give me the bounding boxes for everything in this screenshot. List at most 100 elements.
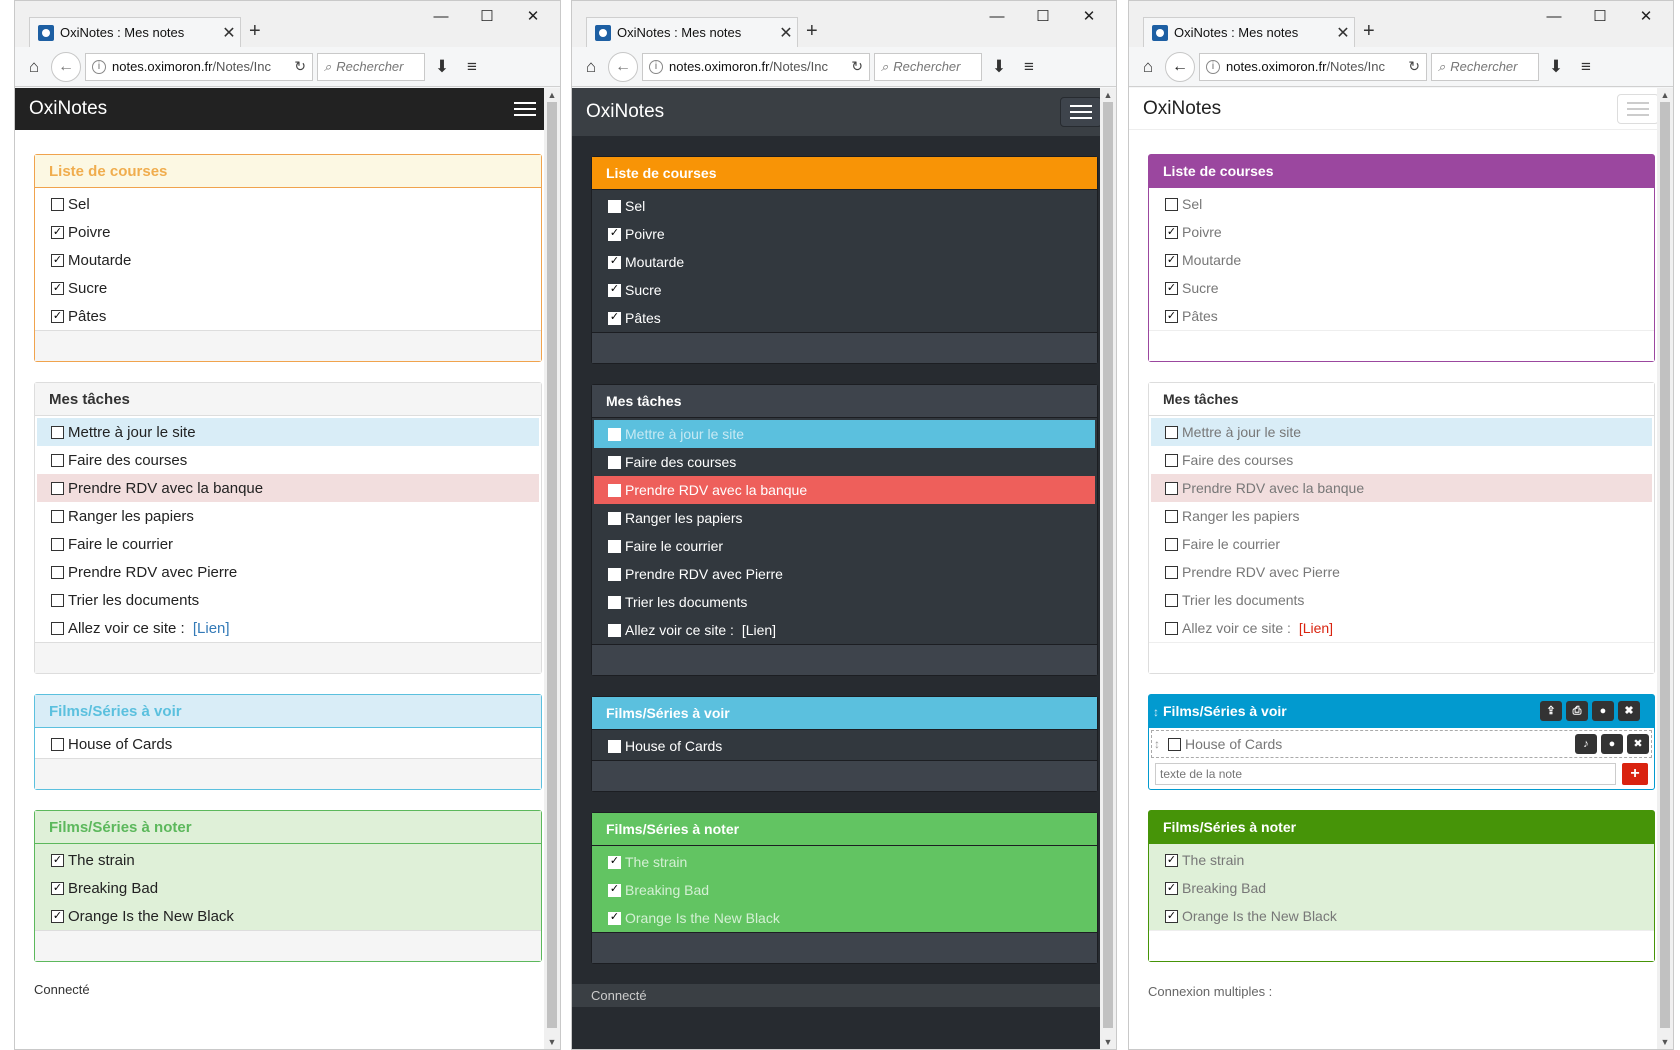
reload-icon[interactable]: ↻ bbox=[294, 58, 306, 74]
checkbox[interactable] bbox=[51, 593, 64, 607]
checkbox[interactable]: ✓ bbox=[51, 225, 64, 239]
scrollbar[interactable]: ▲ ▼ bbox=[1657, 88, 1673, 1049]
trash-icon[interactable]: ✖ bbox=[1627, 734, 1649, 754]
list-item[interactable]: Ranger les papiers bbox=[1151, 502, 1652, 530]
minimize-button[interactable]: — bbox=[989, 8, 1005, 25]
list-item[interactable]: Sel bbox=[37, 190, 539, 218]
download-icon[interactable]: ⬇ bbox=[991, 56, 1007, 76]
home-icon[interactable]: ⌂ bbox=[1142, 56, 1154, 76]
checkbox[interactable] bbox=[608, 511, 621, 525]
menu-icon[interactable]: ≡ bbox=[467, 56, 477, 76]
checkbox[interactable] bbox=[51, 481, 64, 495]
checkbox[interactable] bbox=[1165, 565, 1178, 579]
checkbox[interactable] bbox=[608, 595, 621, 609]
scroll-up-icon[interactable]: ▲ bbox=[547, 90, 557, 100]
checkbox[interactable] bbox=[608, 539, 621, 553]
list-item[interactable]: ✓ Orange Is the New Black bbox=[608, 910, 780, 926]
checkbox[interactable] bbox=[608, 427, 621, 441]
url-text[interactable]: notes.oximoron.fr/Notes/Inc bbox=[1226, 59, 1385, 74]
list-item[interactable]: ✓ Poivre bbox=[1165, 224, 1222, 240]
list-item[interactable]: ✓ Pâtes bbox=[608, 310, 661, 326]
reload-icon[interactable]: ↻ bbox=[851, 58, 863, 74]
search-input[interactable]: ⌕ Rechercher bbox=[317, 52, 425, 81]
list-item[interactable]: Sel bbox=[594, 192, 1095, 220]
url-bar[interactable]: i notes.oximoron.fr/Notes/Inc ↻ bbox=[642, 52, 870, 81]
checkbox[interactable] bbox=[51, 621, 64, 635]
checkbox[interactable] bbox=[608, 483, 621, 497]
checkbox[interactable] bbox=[1165, 453, 1178, 467]
close-window-button[interactable]: ✕ bbox=[1639, 8, 1653, 25]
checkbox[interactable]: ✓ bbox=[1165, 309, 1178, 323]
checkbox[interactable]: ✓ bbox=[51, 281, 64, 295]
minimize-button[interactable]: — bbox=[1546, 8, 1562, 25]
list-item[interactable]: ✓ Orange Is the New Black bbox=[1165, 908, 1337, 924]
list-item[interactable]: ✓ Pâtes bbox=[51, 307, 107, 325]
list-item[interactable]: Prendre RDV avec Pierre bbox=[1151, 558, 1652, 586]
list-item[interactable]: Prendre RDV avec Pierre bbox=[594, 560, 1095, 588]
add-item-button[interactable]: + bbox=[1622, 763, 1648, 785]
checkbox[interactable] bbox=[1165, 537, 1178, 551]
checkbox[interactable] bbox=[608, 567, 621, 581]
checkbox[interactable]: ✓ bbox=[1165, 909, 1178, 923]
item-link[interactable]: [Lien] bbox=[192, 619, 230, 637]
scroll-thumb[interactable] bbox=[1103, 102, 1113, 1028]
list-item[interactable]: Faire le courrier bbox=[594, 532, 1095, 560]
checkbox[interactable]: ✓ bbox=[1165, 281, 1178, 295]
browser-tab[interactable]: OxiNotes : Mes notes ✕ bbox=[29, 17, 241, 47]
checkbox[interactable]: ✓ bbox=[51, 909, 64, 923]
list-item[interactable]: ✓ Breaking Bad bbox=[608, 882, 710, 898]
drag-handle-icon[interactable]: ↕ bbox=[1153, 705, 1159, 719]
list-item[interactable]: ✓ Breaking Bad bbox=[1165, 880, 1267, 896]
menu-icon[interactable]: ≡ bbox=[1024, 56, 1034, 76]
checkbox[interactable]: ✓ bbox=[608, 910, 621, 925]
list-item[interactable]: Trier les documents bbox=[594, 588, 1095, 616]
note-title[interactable]: Liste de courses bbox=[592, 157, 1097, 190]
scroll-up-icon[interactable]: ▲ bbox=[1660, 90, 1670, 100]
download-icon[interactable]: ⬇ bbox=[434, 56, 450, 76]
list-item[interactable]: House of Cards bbox=[594, 732, 1095, 760]
url-text[interactable]: notes.oximoron.fr/Notes/Inc bbox=[112, 59, 271, 74]
checkbox[interactable]: ✓ bbox=[1165, 253, 1178, 267]
note-title[interactable]: Mes tâches bbox=[35, 383, 541, 416]
item-link[interactable]: [Lien] bbox=[1298, 620, 1334, 636]
maximize-button[interactable]: ☐ bbox=[1593, 8, 1607, 25]
note-title[interactable]: Mes tâches bbox=[592, 385, 1097, 418]
search-input[interactable]: ⌕ Rechercher bbox=[874, 52, 982, 81]
note-title[interactable]: Films/Séries à voir bbox=[592, 697, 1097, 730]
minimize-button[interactable]: — bbox=[433, 8, 449, 25]
maximize-button[interactable]: ☐ bbox=[1036, 8, 1050, 25]
list-item[interactable]: Mettre à jour le site bbox=[594, 420, 1095, 448]
close-window-button[interactable]: ✕ bbox=[526, 8, 540, 25]
brand[interactable]: OxiNotes bbox=[29, 98, 108, 119]
list-item[interactable]: Allez voir ce site : [Lien] bbox=[594, 616, 1095, 644]
checkbox[interactable] bbox=[608, 739, 621, 753]
share-icon[interactable]: ⇪ bbox=[1540, 701, 1562, 721]
scrollbar[interactable]: ▲ ▼ bbox=[544, 88, 560, 1049]
home-icon[interactable]: ⌂ bbox=[28, 56, 40, 76]
checkbox[interactable]: ✓ bbox=[51, 253, 64, 267]
hamburger-menu-button[interactable] bbox=[1617, 93, 1659, 124]
maximize-button[interactable]: ☐ bbox=[480, 8, 494, 25]
note-title[interactable]: Films/Séries à voir bbox=[35, 695, 541, 728]
browser-tab[interactable]: OxiNotes : Mes notes ✕ bbox=[586, 17, 798, 47]
scrollbar[interactable]: ▲ ▼ bbox=[1100, 88, 1116, 1049]
drag-handle-icon[interactable]: ↕ bbox=[1154, 737, 1160, 751]
note-title[interactable]: Mes tâches bbox=[1149, 383, 1654, 416]
checkbox[interactable] bbox=[1168, 737, 1181, 751]
scroll-thumb[interactable] bbox=[547, 102, 557, 1028]
close-window-button[interactable]: ✕ bbox=[1082, 8, 1096, 25]
checkbox[interactable]: ✓ bbox=[51, 853, 64, 867]
note-title[interactable]: Liste de courses bbox=[1149, 155, 1654, 188]
list-item[interactable]: Faire des courses bbox=[594, 448, 1095, 476]
list-item[interactable]: Ranger les papiers bbox=[594, 504, 1095, 532]
url-text[interactable]: notes.oximoron.fr/Notes/Inc bbox=[669, 59, 828, 74]
item-link[interactable]: [Lien] bbox=[741, 622, 777, 638]
checkbox[interactable] bbox=[1165, 621, 1178, 635]
checkbox[interactable]: ✓ bbox=[608, 310, 621, 325]
close-tab-icon[interactable]: ✕ bbox=[779, 24, 793, 42]
url-bar[interactable]: i notes.oximoron.fr/Notes/Inc ↻ bbox=[1199, 52, 1427, 81]
scroll-down-icon[interactable]: ▼ bbox=[547, 1037, 557, 1047]
search-input[interactable]: ⌕ Rechercher bbox=[1431, 52, 1539, 81]
list-item[interactable]: ✓ Moutarde bbox=[51, 251, 132, 269]
checkbox[interactable] bbox=[1165, 593, 1178, 607]
